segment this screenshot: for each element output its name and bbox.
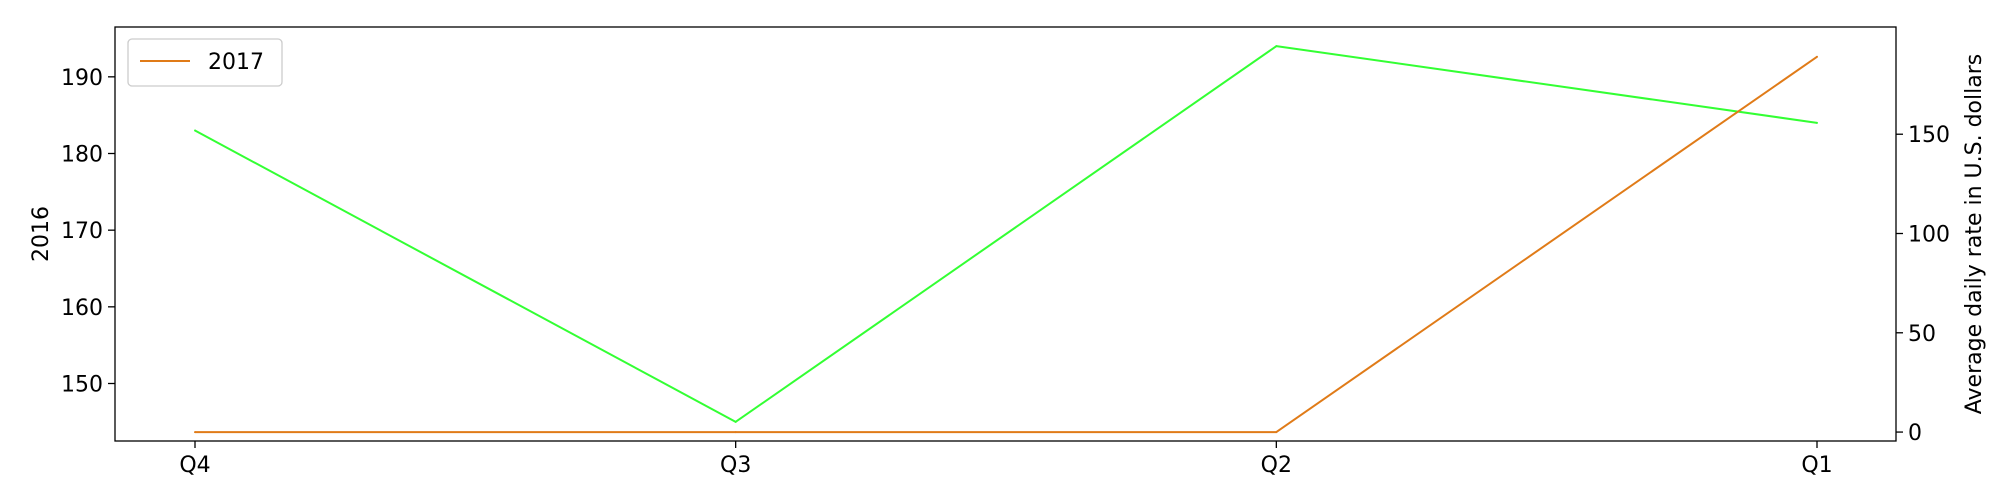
- data-point-2017-Q2: [1275, 431, 1278, 434]
- data-point-2016-Q1: [1816, 121, 1818, 124]
- x-tick-label: Q4: [179, 453, 210, 478]
- data-point-2017-Q3: [734, 431, 737, 434]
- legend: 2017: [127, 38, 283, 87]
- data-point-2016-Q4: [194, 129, 196, 132]
- data-point-2017-Q1: [1816, 55, 1818, 58]
- data-point-2017-Q4: [194, 431, 196, 434]
- left-tick-label: 150: [61, 373, 103, 398]
- data-point-2016-Q3: [734, 420, 737, 423]
- series-layer: [194, 45, 1818, 434]
- left-axis: 150 160 170 180 190: [61, 66, 115, 398]
- left-tick-label: 190: [61, 66, 103, 91]
- x-axis: Q4 Q3 Q2 Q1: [179, 441, 1833, 478]
- left-tick-label: 160: [61, 296, 103, 321]
- legend-box: [127, 38, 283, 87]
- right-axis-title: Average daily rate in U.S. dollars: [1962, 54, 1987, 414]
- x-tick-label: Q3: [720, 453, 751, 478]
- right-tick-label: 50: [1908, 322, 1936, 347]
- series-line-2017: [195, 55, 1818, 434]
- right-tick-label: 100: [1908, 223, 1950, 248]
- right-tick-label: 0: [1908, 421, 1922, 446]
- series-line-2016: [194, 45, 1818, 423]
- left-tick-label: 170: [61, 219, 103, 244]
- left-axis-title: 2016: [29, 206, 54, 262]
- right-tick-label: 150: [1908, 123, 1950, 148]
- data-point-2016-Q2: [1275, 45, 1278, 48]
- right-axis: 0 50 100 150: [1896, 123, 1950, 446]
- x-tick-label: Q2: [1261, 453, 1292, 478]
- left-tick-label: 180: [61, 143, 103, 168]
- legend-label-2017: 2017: [208, 50, 264, 75]
- x-tick-label: Q1: [1801, 453, 1832, 478]
